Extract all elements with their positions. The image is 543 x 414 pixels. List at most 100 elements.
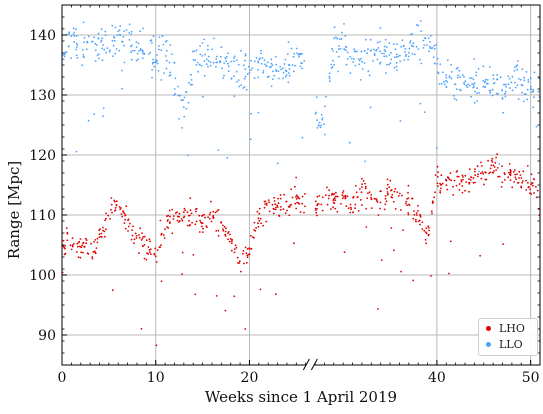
data-point bbox=[458, 69, 461, 72]
data-point bbox=[359, 188, 361, 190]
y-tick-label: 90 bbox=[38, 328, 56, 344]
data-point bbox=[384, 50, 387, 53]
data-point bbox=[231, 238, 234, 241]
data-point bbox=[344, 194, 347, 197]
data-point bbox=[91, 257, 94, 260]
data-point bbox=[409, 42, 411, 44]
data-point bbox=[85, 239, 88, 242]
data-point bbox=[503, 172, 506, 174]
data-point bbox=[408, 47, 411, 50]
data-point bbox=[328, 72, 331, 74]
data-point bbox=[417, 220, 420, 223]
data-point bbox=[412, 45, 414, 48]
data-point bbox=[395, 53, 398, 56]
data-point bbox=[177, 85, 180, 88]
data-point bbox=[439, 182, 441, 185]
data-point bbox=[258, 207, 261, 210]
data-point bbox=[90, 41, 93, 43]
data-point bbox=[249, 138, 252, 141]
data-point bbox=[525, 189, 528, 191]
data-point bbox=[205, 225, 208, 228]
data-point bbox=[417, 210, 419, 212]
data-point bbox=[446, 188, 449, 191]
data-point bbox=[368, 191, 371, 194]
data-point bbox=[514, 176, 517, 179]
data-point bbox=[168, 74, 171, 77]
data-point bbox=[361, 186, 363, 188]
data-point bbox=[324, 105, 326, 108]
data-point bbox=[407, 212, 410, 214]
data-point bbox=[333, 37, 336, 40]
data-point bbox=[283, 63, 286, 65]
data-point bbox=[151, 76, 153, 79]
data-point bbox=[102, 226, 104, 229]
data-point bbox=[224, 230, 227, 233]
data-point bbox=[195, 64, 198, 66]
data-point bbox=[515, 178, 517, 181]
data-point bbox=[163, 237, 166, 239]
data-point bbox=[240, 270, 242, 273]
data-point bbox=[344, 49, 347, 52]
data-point bbox=[425, 232, 428, 235]
data-point bbox=[192, 254, 195, 256]
data-point bbox=[182, 211, 185, 214]
data-point bbox=[437, 185, 439, 188]
data-point bbox=[419, 58, 421, 61]
data-point bbox=[209, 64, 212, 67]
data-point bbox=[315, 211, 318, 214]
data-point bbox=[205, 58, 208, 61]
data-point bbox=[76, 245, 79, 248]
data-point bbox=[97, 37, 100, 40]
data-point bbox=[284, 212, 287, 215]
data-point bbox=[275, 63, 278, 66]
data-point bbox=[419, 223, 421, 226]
data-point bbox=[242, 252, 244, 255]
data-point bbox=[227, 52, 230, 55]
data-point bbox=[298, 55, 300, 58]
data-point bbox=[162, 43, 165, 46]
data-point bbox=[182, 106, 185, 108]
data-point bbox=[468, 84, 471, 87]
data-point bbox=[149, 40, 152, 42]
data-point bbox=[271, 78, 274, 81]
data-point bbox=[440, 187, 442, 190]
data-point bbox=[321, 118, 324, 121]
data-point bbox=[270, 85, 273, 88]
data-point bbox=[169, 73, 172, 76]
data-point bbox=[191, 50, 194, 53]
data-point bbox=[157, 70, 160, 72]
data-point bbox=[426, 44, 428, 46]
data-point bbox=[199, 45, 202, 47]
data-point bbox=[478, 92, 480, 94]
data-point bbox=[333, 202, 336, 205]
data-point bbox=[219, 61, 222, 63]
data-point bbox=[509, 174, 512, 177]
data-point bbox=[423, 111, 426, 113]
data-point bbox=[525, 71, 528, 73]
data-point bbox=[288, 68, 291, 70]
data-point bbox=[472, 177, 475, 179]
data-point bbox=[458, 189, 461, 191]
data-point bbox=[368, 74, 371, 77]
data-point bbox=[439, 191, 442, 194]
data-point bbox=[245, 88, 248, 91]
axis-break-mask bbox=[306, 359, 315, 371]
data-point bbox=[289, 204, 291, 207]
data-point bbox=[158, 48, 160, 51]
data-point bbox=[505, 86, 508, 88]
data-point bbox=[220, 55, 222, 58]
data-point bbox=[484, 178, 487, 181]
data-point bbox=[114, 52, 117, 55]
data-point bbox=[165, 67, 168, 70]
data-point bbox=[412, 42, 415, 45]
data-point bbox=[210, 220, 213, 223]
data-point bbox=[191, 83, 194, 86]
data-point bbox=[264, 200, 267, 203]
y-tick-label: 110 bbox=[29, 208, 56, 224]
data-point bbox=[461, 74, 464, 76]
data-point bbox=[491, 161, 494, 163]
data-point bbox=[190, 212, 193, 215]
data-point bbox=[331, 47, 333, 50]
data-point bbox=[468, 168, 471, 171]
